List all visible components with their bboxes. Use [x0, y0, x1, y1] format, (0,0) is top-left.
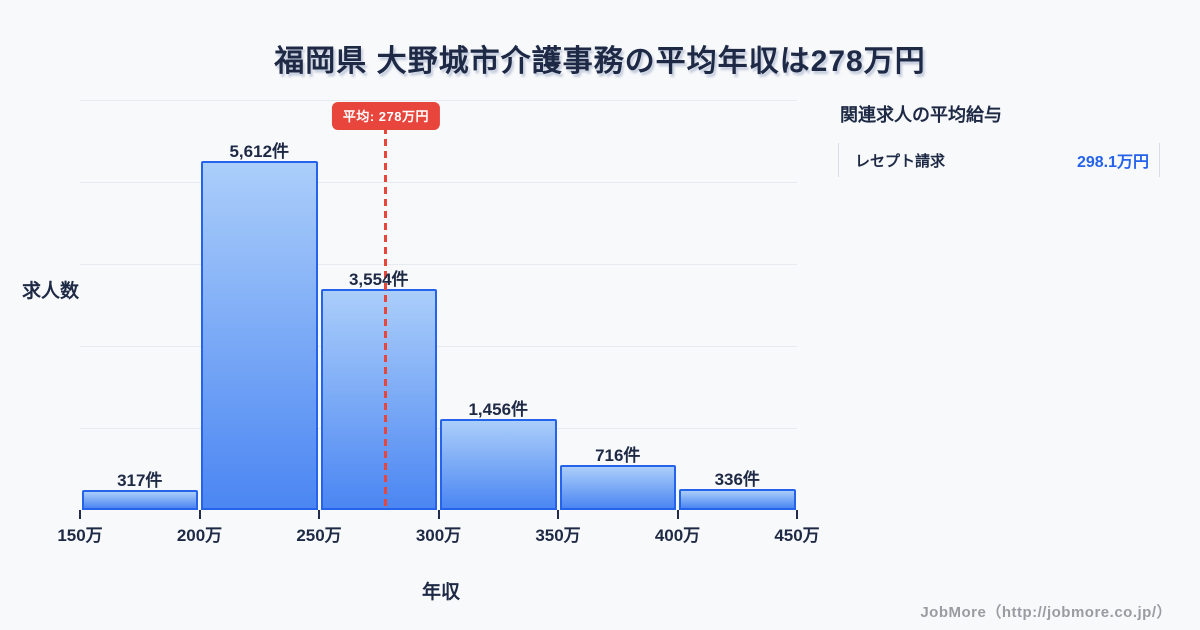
- page-title: 福岡県 大野城市介護事務の平均年収は278万円: [274, 45, 926, 78]
- gridline: [80, 100, 797, 101]
- x-axis-tick: [557, 510, 559, 519]
- x-axis-tick: [796, 510, 798, 519]
- gridline: [80, 428, 797, 429]
- side-panel-row: レセプト請求 298.1万円: [838, 143, 1160, 177]
- x-axis-tick: [318, 510, 320, 519]
- histogram-bar: [679, 489, 796, 510]
- x-axis-label: 年収: [421, 582, 461, 603]
- x-axis-tick-label: 150万: [57, 526, 103, 545]
- gridline: [80, 264, 797, 265]
- histogram-bar: [201, 161, 318, 510]
- histogram-bar: [320, 289, 437, 510]
- y-axis-label: 求人数: [22, 281, 80, 302]
- x-axis-tick-label: 450万: [774, 526, 820, 545]
- average-badge: 平均: 278万円: [331, 102, 440, 130]
- x-axis-tick-label: 250万: [296, 526, 342, 545]
- bar-value-label: 3,554件: [348, 270, 409, 289]
- average-line: [384, 127, 388, 510]
- x-axis-tick-label: 400万: [654, 526, 701, 545]
- side-panel-title: 関連求人の平均給与: [840, 105, 1002, 125]
- gridline: [80, 182, 797, 183]
- bar-value-label: 336件: [714, 470, 760, 489]
- footer-credit: JobMore（http://jobmore.co.jp/）: [920, 604, 1172, 621]
- gridline: [80, 346, 797, 347]
- histogram-bar: [559, 465, 676, 510]
- side-panel-row-label: レセプト請求: [855, 152, 946, 170]
- x-axis-tick: [676, 510, 679, 519]
- x-axis-tick: [198, 510, 201, 519]
- x-axis-tick: [437, 510, 440, 519]
- side-panel-row-value: 298.1万円: [1076, 154, 1149, 171]
- bar-value-label: 5,612件: [229, 142, 290, 161]
- bar-value-label: 317件: [117, 471, 163, 490]
- x-axis-tick-label: 300万: [415, 526, 462, 545]
- histogram-bar: [81, 490, 198, 510]
- x-axis-tick-label: 200万: [176, 526, 223, 545]
- histogram-bar: [440, 419, 557, 510]
- x-axis-tick-label: 350万: [535, 526, 581, 545]
- x-axis-tick: [79, 510, 81, 519]
- bar-value-label: 1,456件: [468, 400, 529, 419]
- bar-value-label: 716件: [595, 446, 641, 465]
